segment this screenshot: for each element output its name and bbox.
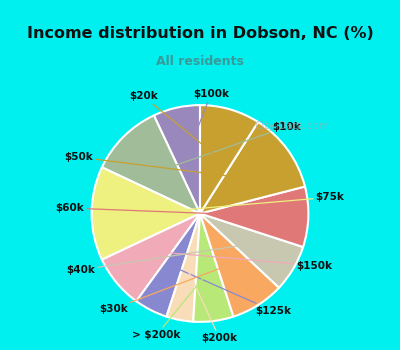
Wedge shape — [154, 105, 200, 214]
Text: $100k: $100k — [187, 89, 229, 155]
Text: City-Data.com: City-Data.com — [255, 121, 329, 131]
Text: $150k: $150k — [154, 252, 332, 271]
Wedge shape — [200, 187, 308, 247]
Text: $30k: $30k — [99, 264, 232, 314]
Text: $200k: $200k — [189, 272, 238, 343]
Wedge shape — [102, 116, 200, 214]
Wedge shape — [200, 214, 303, 288]
Wedge shape — [136, 214, 200, 317]
Text: > $200k: > $200k — [132, 273, 208, 340]
Text: $50k: $50k — [64, 152, 248, 178]
Text: All residents: All residents — [156, 55, 244, 68]
Wedge shape — [92, 167, 200, 260]
Text: $60k: $60k — [56, 203, 260, 215]
Wedge shape — [200, 105, 258, 214]
Text: $10k: $10k — [158, 122, 301, 172]
Wedge shape — [166, 214, 200, 322]
Wedge shape — [200, 214, 279, 317]
Text: $40k: $40k — [66, 244, 251, 275]
Text: $20k: $20k — [129, 91, 217, 156]
Text: $75k: $75k — [140, 192, 344, 214]
Text: Income distribution in Dobson, NC (%): Income distribution in Dobson, NC (%) — [27, 26, 373, 41]
Text: $125k: $125k — [173, 267, 292, 316]
Wedge shape — [193, 214, 234, 322]
Wedge shape — [102, 214, 200, 301]
Wedge shape — [200, 122, 305, 214]
